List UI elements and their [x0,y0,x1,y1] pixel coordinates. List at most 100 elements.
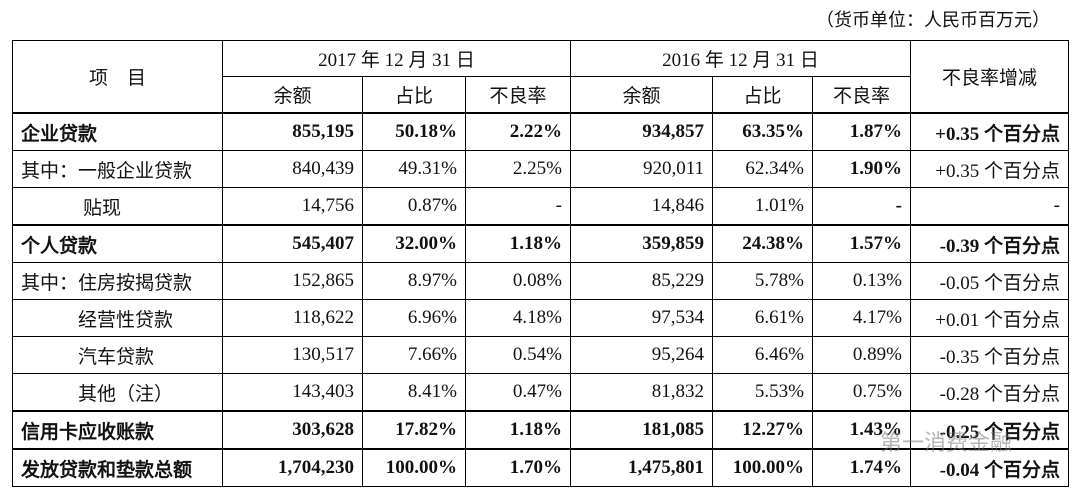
cell: -0.28 个百分点 [910,373,1069,412]
loan-table: 项 目 2017 年 12 月 31 日 2016 年 12 月 31 日 不良… [12,40,1069,487]
header-period: 2016 年 12 月 31 日 [570,40,911,77]
cell: 1.70% [465,448,571,487]
row-label: 其中：住房按揭贷款 [12,262,223,300]
header-item: 项 目 [12,40,223,114]
cell: 920,011 [570,150,713,188]
cell: 62.34% [712,150,813,188]
row-label: 汽车贷款 [12,336,223,374]
cell: 855,195 [222,112,363,151]
cell: 14,756 [222,187,363,226]
table-row: 贴现 14,756 0.87% -14,846 1.01% - - [12,187,1069,226]
header-change: 不良率增减 [910,40,1069,114]
cell: 7.66% [362,336,466,374]
cell: 63.35% [712,112,813,151]
cell: 1,475,801 [570,448,713,487]
cell: 1.57% [812,224,911,263]
cell: 81,832 [570,373,713,412]
cell: 0.75% [812,373,911,412]
cell: 4.17% [812,299,911,337]
cell: +0.01 个百分点 [910,299,1069,337]
cell: -0.39 个百分点 [910,224,1069,263]
cell: 934,857 [570,112,713,151]
cell: 24.38% [712,224,813,263]
cell: 545,407 [222,224,363,263]
cell: 0.89% [812,336,911,374]
table-row: 个人贷款 545,407 32.00% 1.18% 359,859 24.38% 1.57%… [12,224,1069,263]
table-row: 发放贷款和垫款总额 1,704,230 100.00% 1.70% 1,475,801 1… [12,448,1069,487]
cell: - [812,187,911,226]
cell: 6.61% [712,299,813,337]
table-body: 企业贷款 855,195 50.18% 2.22% 934,857 63.35% 1.87%… [12,112,1069,487]
cell: 4.18% [465,299,571,337]
cell: 5.78% [712,262,813,300]
cell: 85,229 [570,262,713,300]
cell: 14,846 [570,187,713,226]
row-label: 个人贷款 [12,224,223,263]
cell: -0.25 个百分点 [910,410,1069,450]
header-row: 项 目 2017 年 12 月 31 日 2016 年 12 月 31 日 不良… [12,40,1069,114]
cell: 95,264 [570,336,713,374]
cell: 303,628 [222,410,363,450]
cell: 0.08% [465,262,571,300]
cell: 100.00% [362,448,466,487]
cell: 6.96% [362,299,466,337]
cell: 49.31% [362,150,466,188]
cell: 118,622 [222,299,363,337]
cell: 17.82% [362,410,466,450]
table-row: 其他（注） 143,403 8.41% 0.47% 81,832 5.53% 0.75% -0… [12,373,1069,412]
cell: 6.46% [712,336,813,374]
cell: 50.18% [362,112,466,151]
watermark: 第一消费金融 [880,431,1013,456]
cell: -0.35 个百分点 [910,336,1069,374]
cell: 12.27% [712,410,813,450]
cell: 181,085 [570,410,713,450]
cell: 1,704,230 [222,448,363,487]
table-row: 经营性贷款 118,622 6.96% 4.18% 97,534 6.61% 4.17% +0… [12,299,1069,337]
cell: 1.43% [812,410,911,450]
header-sub: 不良率 [812,76,911,114]
cell: -0.05 个百分点 [910,262,1069,300]
cell: 97,534 [570,299,713,337]
cell: 1.90% [812,150,911,188]
cell: +0.35 个百分点 [910,150,1069,188]
header-sub: 占比 [712,76,813,114]
table-row: 其中：住房按揭贷款 152,865 8.97% 0.08% 85,229 5.78% 0.1… [12,262,1069,300]
row-label: 贴现 [12,187,223,226]
cell: 2.25% [465,150,571,188]
cell: 0.87% [362,187,466,226]
cell: 359,859 [570,224,713,263]
header-period: 2017 年 12 月 31 日 [222,40,571,77]
header-sub: 余额 [222,76,363,114]
table-row: 汽车贷款 130,517 7.66% 0.54% 95,264 6.46% 0.89% -0.… [12,336,1069,374]
unit-note: （货币单位：人民币百万元） [816,10,1050,30]
cell: -0.04 个百分点 [910,448,1069,487]
cell: 0.54% [465,336,571,374]
cell: 8.41% [362,373,466,412]
row-label: 信用卡应收账款 [12,410,223,450]
cell: 100.00% [712,448,813,487]
row-label: 其他（注） [12,373,223,412]
cell: 1.18% [465,410,571,450]
header-sub: 余额 [570,76,713,114]
cell: 0.13% [812,262,911,300]
cell: 8.97% [362,262,466,300]
cell: 1.01% [712,187,813,226]
row-label: 发放贷款和垫款总额 [12,448,223,487]
cell: 143,403 [222,373,363,412]
header-sub: 不良率 [465,76,571,114]
cell: 2.22% [465,112,571,151]
row-label: 企业贷款 [12,112,223,151]
cell: 1.74% [812,448,911,487]
cell: 1.87% [812,112,911,151]
table-row: 其中：一般企业贷款 840,439 49.31% 2.25% 920,011 62.34%… [12,150,1069,188]
cell: +0.35 个百分点 [910,112,1069,151]
header-sub: 占比 [362,76,466,114]
cell: 130,517 [222,336,363,374]
cell: 840,439 [222,150,363,188]
cell: 5.53% [712,373,813,412]
row-label: 经营性贷款 [12,299,223,337]
cell: - [910,187,1069,226]
row-label: 其中：一般企业贷款 [12,150,223,188]
table-row: 企业贷款 855,195 50.18% 2.22% 934,857 63.35% 1.87%… [12,112,1069,151]
